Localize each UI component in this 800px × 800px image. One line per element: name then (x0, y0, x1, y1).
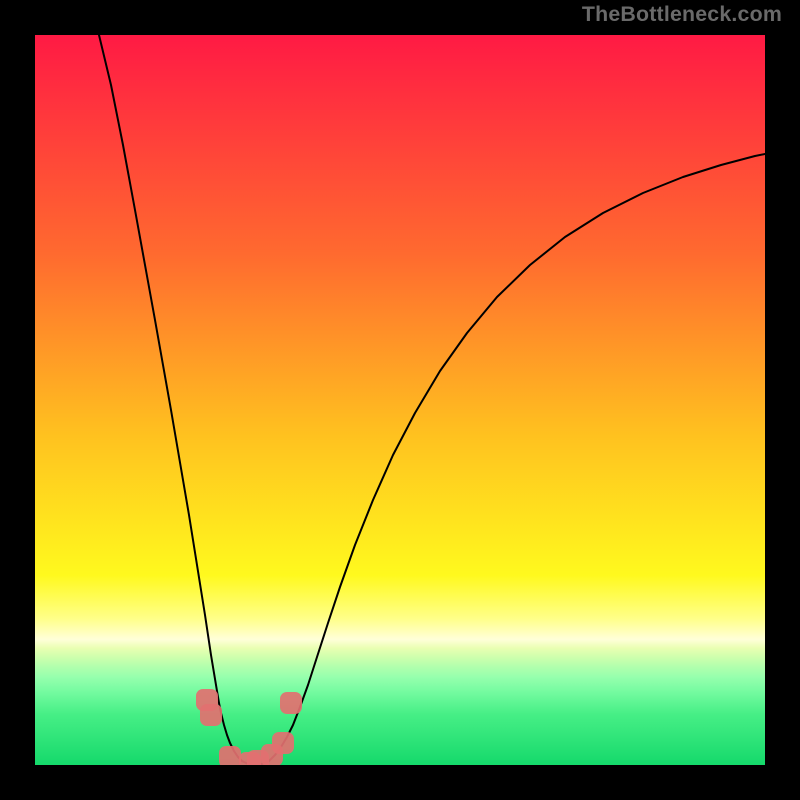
plot-area (35, 35, 765, 765)
marker-6 (272, 732, 294, 754)
stage: TheBottleneck.com (0, 0, 800, 800)
marker-2 (219, 746, 241, 765)
gradient-background (35, 35, 765, 765)
watermark-text: TheBottleneck.com (582, 2, 782, 27)
marker-1 (200, 704, 222, 726)
chart-svg (35, 35, 765, 765)
marker-7 (280, 692, 302, 714)
